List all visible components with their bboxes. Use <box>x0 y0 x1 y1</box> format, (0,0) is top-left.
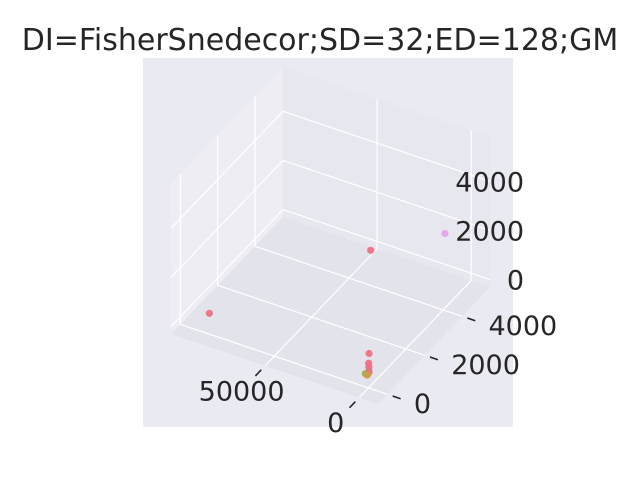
gridlines <box>170 96 491 399</box>
x-tick-label: 0 <box>327 408 344 439</box>
x-tick-label: 50000 <box>199 376 285 407</box>
z-tick-label: 0 <box>507 266 524 297</box>
data-point <box>441 229 449 238</box>
data-point <box>363 371 371 379</box>
chart-title: DI=FisherSnedecor;SD=32;ED=128;GM <box>22 23 618 58</box>
z-gridline <box>170 208 491 328</box>
back-wall-pane <box>283 67 490 287</box>
data-point <box>367 246 375 254</box>
z-gridline <box>170 159 491 278</box>
axis-ticks <box>254 317 476 409</box>
x-gridline <box>264 98 378 367</box>
y-tick-mark <box>392 395 401 400</box>
x-gridline <box>358 130 472 399</box>
z-gridline <box>170 110 491 229</box>
x-tick-mark <box>348 401 356 409</box>
y-tick-label: 4000 <box>489 311 558 342</box>
y-gridline <box>179 174 388 395</box>
y-tick-label: 2000 <box>451 350 520 381</box>
data-point <box>365 363 373 371</box>
y-tick-mark <box>467 317 476 322</box>
y-tick-mark <box>429 356 439 361</box>
z-tick-label: 2000 <box>455 216 524 247</box>
data-points <box>205 229 449 379</box>
tick-labels: 0 50000 0 2000 4000 0 2000 4000 <box>199 167 558 439</box>
y-gridline <box>217 135 425 356</box>
y-tick-label: 0 <box>414 389 431 420</box>
floor-pane <box>171 217 490 404</box>
z-tick-label: 4000 <box>455 167 524 198</box>
y-gridline <box>254 96 463 317</box>
data-point <box>205 309 213 317</box>
data-point <box>365 349 373 358</box>
x-tick-mark <box>254 369 262 377</box>
